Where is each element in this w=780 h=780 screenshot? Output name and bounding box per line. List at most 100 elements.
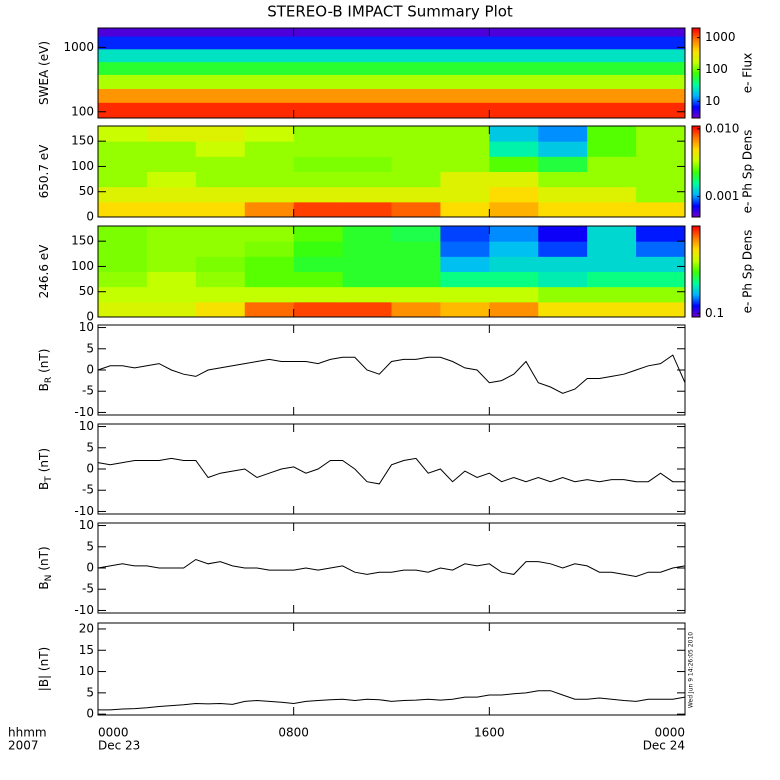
colorbar-segment [692, 40, 700, 42]
heatmap-cell [98, 226, 148, 242]
heatmap-cell [538, 271, 588, 288]
heatmap-cell [440, 201, 490, 218]
colorbar-segment [692, 235, 700, 238]
colorbar-segment [692, 103, 700, 105]
colorbar-segment [692, 107, 700, 110]
colorbar-segment [692, 55, 700, 57]
heatmap-cell [587, 201, 637, 218]
heatmap-cell [244, 241, 295, 257]
y-tick-label: -5 [82, 384, 94, 398]
colorbar-segment [692, 38, 700, 41]
heatmap-cell [391, 141, 441, 157]
colorbar-segment [692, 247, 700, 250]
x-tick-label: 0000 [654, 726, 685, 740]
colorbar-segment [692, 166, 700, 169]
heatmap-cell [293, 256, 344, 272]
colorbar-segment [692, 191, 700, 194]
colorbar-frame [691, 125, 701, 218]
colorbar-segment [692, 236, 700, 239]
heatmap-cell [489, 241, 539, 257]
heatmap-cell [98, 156, 148, 172]
heatmap-cell [195, 141, 246, 157]
y-tick-label: 0 [86, 310, 94, 324]
heatmap-cell [146, 126, 197, 142]
heatmap-cell [98, 36, 686, 50]
heatmap-cell [538, 201, 588, 218]
heatmap-cell [489, 286, 539, 303]
colorbar-segment [692, 168, 700, 171]
heatmap-cell [587, 186, 637, 203]
y-tick-label: 0 [86, 210, 94, 224]
colorbar-segment [692, 58, 700, 60]
x-tick-label: 0800 [278, 726, 309, 740]
colorbar-segment [692, 194, 700, 197]
colorbar-frame [691, 225, 701, 318]
colorbar-segment [692, 150, 700, 153]
heatmap-cell [244, 156, 295, 172]
colorbar-segment [692, 263, 700, 266]
heatmap-cell [98, 88, 686, 103]
colorbar-segment [692, 244, 700, 247]
heatmap-cell [146, 201, 197, 218]
heatmap-cell [587, 286, 637, 303]
colorbar-segment [692, 43, 700, 45]
y-tick-label: 10 [79, 419, 94, 433]
heatmap-cell [440, 171, 490, 188]
colorbar-segment [692, 288, 700, 291]
colorbar-segment [692, 59, 700, 62]
colorbar-segment [692, 282, 700, 285]
heatmap-cell [146, 156, 197, 172]
colorbar-segment [692, 41, 700, 44]
y-axis-label-main: |B| (nT) [37, 647, 51, 691]
heatmap-cell [195, 226, 246, 242]
colorbar-segment [692, 269, 700, 272]
heatmap-cell [342, 141, 392, 157]
colorbar-segment [692, 98, 700, 101]
axis-frame [97, 125, 686, 218]
heatmap-cell [391, 186, 441, 203]
data-line [97, 354, 686, 394]
heatmap-cell [98, 102, 686, 119]
colorbar-segment [692, 91, 700, 93]
colorbar-segment [692, 303, 700, 306]
colorbar-segment [692, 92, 700, 95]
colorbar-segment [692, 147, 700, 150]
colorbar-segment [692, 192, 700, 195]
colorbar-segment [692, 188, 700, 191]
heatmap-cell [98, 186, 148, 203]
colorbar-segment [692, 82, 700, 84]
colorbar-segment [692, 206, 700, 209]
heatmap-cell [587, 126, 637, 142]
heatmap-cell [293, 301, 344, 318]
colorbar-segment [692, 171, 700, 174]
data-line [97, 457, 685, 485]
colorbar-segment [692, 201, 700, 204]
colorbar-segment [692, 289, 700, 292]
colorbar-segment [692, 135, 700, 138]
colorbar-segment [692, 182, 700, 185]
colorbar-segment [692, 209, 700, 212]
colorbar-segment [692, 304, 700, 307]
heatmap-cell [391, 171, 441, 188]
colorbar-segment [692, 229, 700, 232]
heatmap-cell [489, 271, 539, 288]
heatmap-cell [146, 186, 197, 203]
colorbar-segment [692, 277, 700, 280]
colorbar-segment [692, 183, 700, 186]
colorbar-segment [692, 156, 700, 159]
colorbar-segment [692, 200, 700, 203]
heatmap-cell [342, 201, 392, 218]
colorbar-segment [692, 268, 700, 271]
y-axis-label-main: 650.7 eV [37, 144, 51, 199]
heatmap-cell [195, 301, 246, 318]
heatmap-cell [440, 126, 490, 142]
axis-frame [97, 622, 686, 716]
y-tick-label: 50 [79, 184, 94, 198]
heatmap-cell [636, 141, 686, 157]
heatmap-cell [440, 286, 490, 303]
colorbar-segment [692, 241, 700, 244]
colorbar-segment [692, 141, 700, 144]
heatmap-cell [440, 186, 490, 203]
colorbar-segment [692, 52, 700, 54]
colorbar-segment [692, 80, 700, 83]
